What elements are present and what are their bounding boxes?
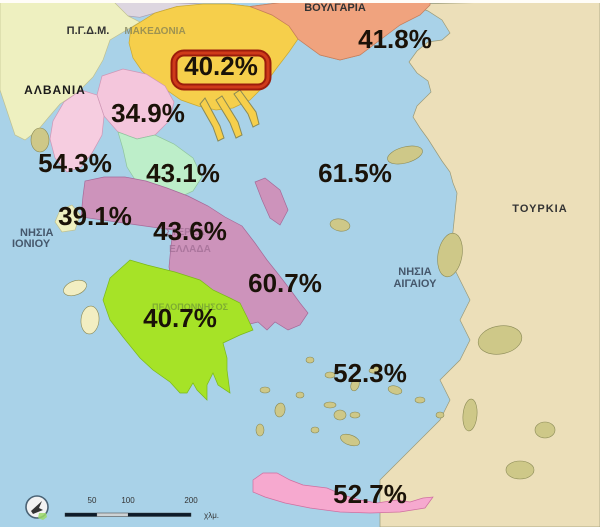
svg-text:ΤΟΥΡΚΙΑ: ΤΟΥΡΚΙΑ — [512, 203, 567, 215]
svg-text:ΑΛΒΑΝΙΑ: ΑΛΒΑΝΙΑ — [24, 83, 86, 97]
svg-text:34.9%: 34.9% — [111, 98, 185, 128]
svg-text:54.3%: 54.3% — [38, 148, 112, 178]
svg-text:ΜΑΚΕΔΟΝΙΑ: ΜΑΚΕΔΟΝΙΑ — [124, 26, 185, 37]
svg-text:43.6%: 43.6% — [153, 216, 227, 246]
svg-text:40.2%: 40.2% — [184, 51, 258, 81]
svg-text:ΑΙΓΑΙΟΥ: ΑΙΓΑΙΟΥ — [393, 278, 437, 290]
svg-text:100: 100 — [121, 496, 135, 505]
svg-text:52.7%: 52.7% — [333, 479, 407, 509]
svg-text:61.5%: 61.5% — [318, 158, 392, 188]
svg-text:39.1%: 39.1% — [58, 201, 132, 231]
svg-text:ΙΟΝΙΟΥ: ΙΟΝΙΟΥ — [12, 238, 51, 250]
svg-text:43.1%: 43.1% — [146, 158, 220, 188]
svg-text:χλμ.: χλμ. — [204, 511, 219, 520]
svg-text:52.3%: 52.3% — [333, 358, 407, 388]
svg-text:60.7%: 60.7% — [248, 268, 322, 298]
svg-text:ΒΟΥΛΓΑΡΙΑ: ΒΟΥΛΓΑΡΙΑ — [304, 2, 366, 14]
svg-text:200: 200 — [184, 496, 198, 505]
svg-text:ΝΗΣΙΑ: ΝΗΣΙΑ — [398, 266, 432, 278]
svg-text:50: 50 — [88, 496, 97, 505]
svg-text:40.7%: 40.7% — [143, 303, 217, 333]
svg-text:Π.Γ.Δ.Μ.: Π.Γ.Δ.Μ. — [67, 25, 110, 37]
svg-text:41.8%: 41.8% — [358, 24, 432, 54]
